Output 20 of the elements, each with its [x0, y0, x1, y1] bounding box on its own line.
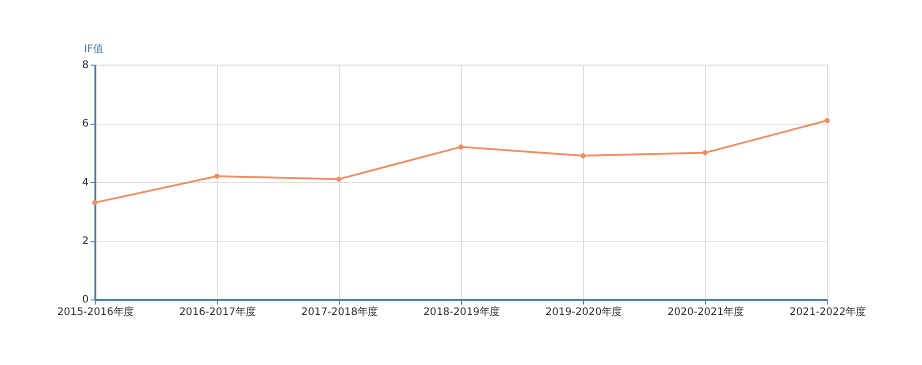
point	[92, 200, 98, 206]
point	[580, 153, 586, 158]
x-tick-label: 2019-2020年度	[545, 306, 622, 318]
point	[458, 144, 464, 150]
point	[702, 150, 708, 156]
point	[824, 118, 830, 124]
y-tick-label: 8	[82, 59, 89, 72]
y-tick-label: 0	[82, 294, 89, 306]
y-axis-title: IF值	[84, 43, 104, 56]
point	[336, 176, 342, 182]
x-tick-label: 2016-2017年度	[179, 306, 256, 318]
x-tick-label: 2017-2018年度	[301, 306, 378, 318]
y-tick-label: 2	[82, 235, 89, 248]
y-tick-label: 6	[82, 118, 89, 130]
point	[214, 174, 220, 179]
x-tick-label: 2018-2019年度	[423, 306, 500, 318]
x-tick-label: 2020-2021年度	[667, 306, 744, 318]
x-tick-label: 2021-2022年度	[790, 306, 866, 318]
x-tick-label: 2015-2016年度	[57, 306, 134, 318]
y-tick-label: 4	[82, 176, 89, 188]
